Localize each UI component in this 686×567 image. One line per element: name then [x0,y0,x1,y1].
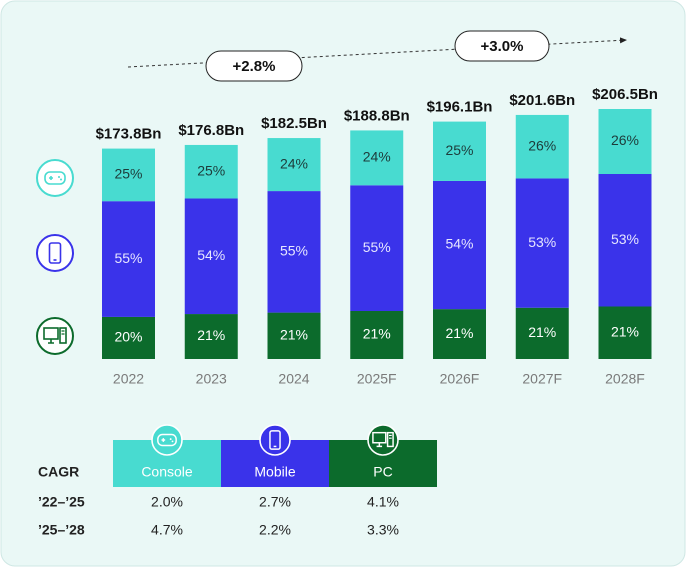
legend-icon [36,234,74,272]
x-tick-label: 2028F [605,371,645,387]
bar-segment [350,311,404,359]
bar-segment [350,185,404,311]
segment-label: 21% [363,326,391,342]
x-tick-label: 2027F [522,371,562,387]
segment-label: 26% [528,137,556,153]
table-cell: 3.3% [367,522,399,538]
annotation: +3.0% [481,38,524,55]
table-header: PC [373,464,392,480]
table-cell: 4.7% [151,522,183,538]
table-cell: 2.0% [151,494,183,510]
x-tick-label: 2026F [440,371,480,387]
bar-segment [102,316,155,359]
bar-segment [184,198,238,315]
bar-segment [102,201,155,317]
segment-label: 54% [445,236,473,252]
x-tick-label: 2024 [278,371,309,387]
segment-label: 21% [528,324,556,340]
table-header: Mobile [254,464,295,480]
total-label: $182.5Bn [261,115,327,132]
segment-label: 25% [197,162,225,178]
bar-segment [515,114,569,179]
table-cell: 4.1% [367,494,399,510]
bar-segment [433,121,486,181]
segment-label: 20% [114,329,142,345]
segment-label: 26% [611,132,639,148]
legend-icon [36,317,74,355]
segment-label: 53% [611,231,639,247]
table-title: CAGR [38,464,79,480]
table-cell: 2.2% [259,522,291,538]
segment-label: 53% [528,234,556,250]
segment-label: 21% [280,327,308,343]
bar-segment [184,144,238,199]
bar-segment [350,130,404,186]
bar-segment [515,178,569,308]
total-label: $201.6Bn [509,92,575,109]
total-label: $196.1Bn [427,99,493,116]
bar-segment [598,109,652,174]
bar-segment [433,309,486,359]
table-cell: 2.7% [259,494,291,510]
legend-icon [36,159,74,197]
x-tick-label: 2023 [196,371,227,387]
table-header: Console [141,464,193,480]
total-label: $188.8Bn [344,107,410,124]
bar-segment [598,306,652,359]
x-tick-label: 2025F [357,371,397,387]
segment-label: 54% [197,247,225,263]
x-tick-label: 2022 [113,371,144,387]
bar-segment [267,191,321,313]
segment-label: 24% [363,149,391,165]
segment-label: 25% [114,166,142,182]
total-label: $206.5Bn [592,86,658,103]
bar-segment [267,312,321,359]
segment-label: 21% [197,327,225,343]
segment-label: 24% [280,155,308,171]
annotation-pill [205,50,303,82]
segment-label: 55% [114,250,142,266]
segment-label: 21% [445,325,473,341]
bar-segment [515,307,569,359]
annotation: +2.8% [233,58,276,75]
total-label: $176.8Bn [178,122,244,139]
bar-segment [102,148,155,202]
segment-label: 25% [445,142,473,158]
row-label: ’22–’25 [38,494,85,510]
bar-segment [184,314,238,359]
row-label: ’25–’28 [38,522,85,538]
bar-segment [267,138,321,192]
total-label: $173.8Bn [96,126,162,143]
table-icon-ring [259,424,291,456]
bar-segment [433,180,486,310]
bar-segment [598,174,652,307]
segment-label: 21% [611,323,639,339]
segment-label: 55% [280,243,308,259]
segment-label: 55% [363,239,391,255]
annotation-pill [454,30,550,62]
table-icon-ring [151,424,183,456]
